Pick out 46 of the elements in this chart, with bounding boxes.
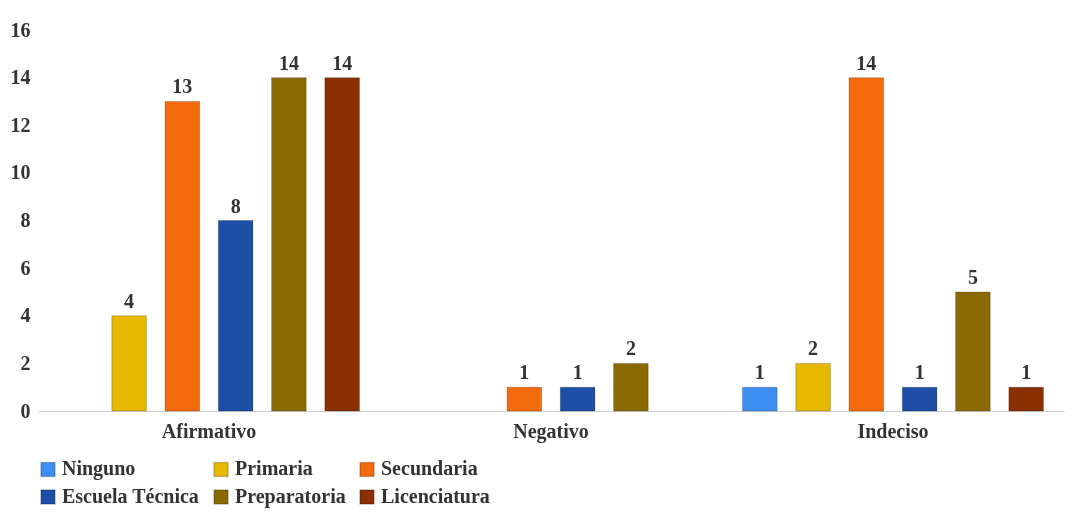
legend-label: Ninguno: [62, 457, 136, 481]
data-label: 5: [967, 265, 978, 288]
bar: [901, 386, 938, 412]
bar: [506, 386, 543, 412]
bar: [324, 77, 360, 412]
bar: [848, 77, 885, 412]
bar: [795, 362, 831, 412]
legend-label: Preparatoria: [235, 485, 346, 508]
x-tick-label: Indeciso: [857, 419, 929, 442]
data-label: 1: [572, 361, 583, 384]
legend-label: Licenciatura: [381, 485, 490, 507]
y-tick-label: 6: [20, 256, 31, 279]
bar: [613, 362, 649, 412]
data-label: 14: [332, 51, 353, 74]
data-label: 2: [808, 337, 819, 360]
y-tick-label: 10: [10, 161, 31, 184]
y-tick-label: 12: [10, 113, 31, 136]
bar: [742, 386, 778, 412]
x-tick-label: Afirmativo: [161, 419, 257, 442]
data-label: 4: [124, 289, 135, 312]
legend-label: Secundaria: [381, 457, 478, 480]
bar: [111, 315, 147, 412]
data-label: 1: [519, 361, 530, 384]
x-tick-label: Negativo: [513, 419, 589, 443]
y-tick-label: 4: [20, 304, 31, 327]
bar: [955, 291, 991, 412]
data-label: 14: [856, 51, 877, 74]
y-tick-label: 16: [10, 18, 31, 41]
y-tick-label: 14: [10, 66, 31, 89]
bar: [559, 386, 596, 412]
y-tick-label: 8: [20, 209, 31, 231]
data-label: 2: [625, 337, 636, 360]
bar: [164, 100, 201, 412]
y-tick-label: 2: [20, 351, 31, 374]
legend-label: Primaria: [235, 457, 313, 480]
data-label: 1: [914, 361, 925, 384]
legend-label: Escuela Técnica: [62, 485, 199, 507]
y-tick-label: 0: [20, 399, 31, 422]
bar: [217, 220, 254, 412]
bar: [271, 77, 307, 412]
data-label: 14: [278, 51, 299, 74]
bar: [1008, 386, 1044, 412]
data-label: 8: [230, 194, 241, 217]
data-label: 1: [1021, 361, 1032, 384]
data-label: 1: [754, 361, 765, 384]
data-label: 13: [172, 75, 193, 98]
